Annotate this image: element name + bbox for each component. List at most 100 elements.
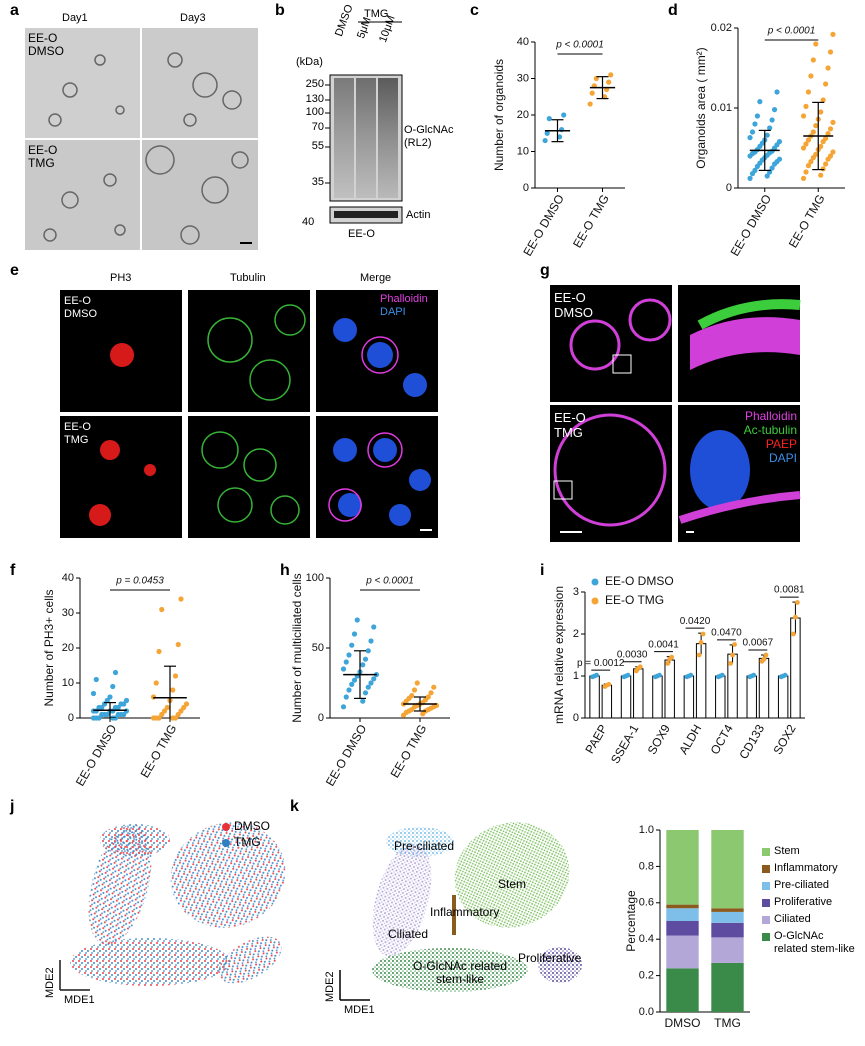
x-tick-label: CD133 [736, 722, 767, 762]
data-point [349, 642, 355, 648]
x-tick-label: SSEA-1 [608, 722, 642, 766]
row-label: EE-O DMSO [554, 290, 593, 320]
y-tick-label: 0.02 [711, 22, 732, 34]
data-point [172, 673, 179, 679]
legend-label: Proliferative [774, 896, 833, 908]
y-tick-label: 40 [62, 572, 74, 584]
column-label: PH3 [110, 272, 132, 284]
bar-segment [711, 962, 744, 1012]
axis-label: MDE2 [324, 971, 336, 1002]
data-point [115, 704, 121, 711]
cluster-label: Pre-ciliated [394, 839, 455, 853]
data-point [587, 101, 593, 107]
y-tick-label: 0 [523, 182, 529, 194]
x-tick-label: EE-O TMG [388, 722, 430, 780]
marker-label: 130 [305, 93, 324, 105]
panel-label: g [540, 262, 550, 279]
data-point [340, 704, 347, 710]
panel-label: k [290, 798, 299, 815]
p-value: 0.0420 [680, 616, 711, 627]
row-label: EE-O TMG [554, 410, 586, 440]
y-tick-label: 0 [68, 712, 74, 724]
data-point [175, 711, 181, 718]
bar [777, 675, 789, 719]
data-point [808, 73, 814, 79]
data-point [362, 690, 369, 696]
data-point [431, 684, 437, 690]
data-point [170, 687, 176, 693]
data-point [749, 129, 756, 135]
data-point [825, 65, 831, 71]
brightfield-images [25, 28, 258, 250]
stain-label: DAPI [768, 451, 797, 465]
data-point [362, 656, 369, 662]
stain-label: Phalloidin [744, 409, 797, 423]
legend-marker [222, 839, 230, 847]
data-point [698, 640, 704, 645]
data-point [764, 132, 770, 138]
data-point [178, 596, 184, 602]
data-point [351, 677, 358, 683]
data-point [428, 690, 434, 696]
sample-label: EE-O [348, 228, 375, 240]
bar [601, 684, 613, 719]
data-point [349, 681, 355, 688]
panel-label: h [280, 562, 290, 579]
bar [746, 675, 757, 719]
y-axis-label: Number of organoids [492, 59, 506, 171]
stain-label: PAEP [765, 437, 797, 451]
data-point [818, 143, 824, 149]
data-point [823, 161, 829, 167]
data-point [754, 113, 760, 119]
data-point [181, 704, 187, 711]
data-point [805, 89, 812, 95]
x-tick-label: EE-O DMSO [73, 722, 119, 788]
data-point [813, 41, 819, 47]
panel-label: c [470, 2, 479, 19]
fluorescence-images-g [550, 285, 801, 542]
y-tick-label: 0 [726, 182, 732, 194]
bar [633, 668, 644, 719]
data-point [665, 661, 671, 666]
x-tick-label: EE-O DMSO [520, 192, 566, 258]
data-point [752, 121, 758, 127]
y-axis-label: Number of multiciliated cells [290, 573, 304, 722]
p-value: 0.0470 [711, 628, 742, 639]
data-point [820, 166, 826, 172]
data-point [107, 694, 113, 700]
group-label: TMG [364, 8, 389, 20]
data-point [104, 697, 110, 704]
legend-swatch [762, 899, 770, 907]
data-point [365, 684, 371, 690]
legend-swatch [762, 933, 770, 941]
column-label: Merge [360, 272, 392, 284]
data-point [830, 31, 836, 37]
data-point [769, 117, 775, 123]
marker-label: 40 [302, 216, 315, 228]
data-point [776, 139, 783, 145]
p-value: p = 0.0453 [115, 576, 164, 587]
data-point [123, 697, 130, 704]
marker-label: 100 [305, 106, 324, 118]
legend-label: O-GlcNAc related stem-like [774, 930, 855, 955]
data-point [769, 165, 775, 171]
marker-label: 250 [305, 78, 324, 90]
data-point [751, 672, 757, 678]
bar-segment [711, 922, 744, 938]
data-point [823, 135, 829, 141]
y-tick-label: 10 [62, 677, 74, 689]
data-point [830, 149, 836, 155]
unit-label: (kDa) [296, 56, 323, 68]
data-point [608, 72, 614, 78]
stain-label: Phalloidin [380, 293, 428, 305]
data-point [700, 631, 706, 637]
y-tick-label: 100 [306, 572, 324, 584]
p-value: 0.0067 [743, 638, 774, 649]
data-point [782, 672, 788, 678]
data-point [827, 126, 834, 132]
cluster-label: Inflammatory [430, 905, 500, 919]
data-point [803, 141, 809, 147]
data-point [411, 687, 418, 693]
data-point [764, 173, 770, 179]
